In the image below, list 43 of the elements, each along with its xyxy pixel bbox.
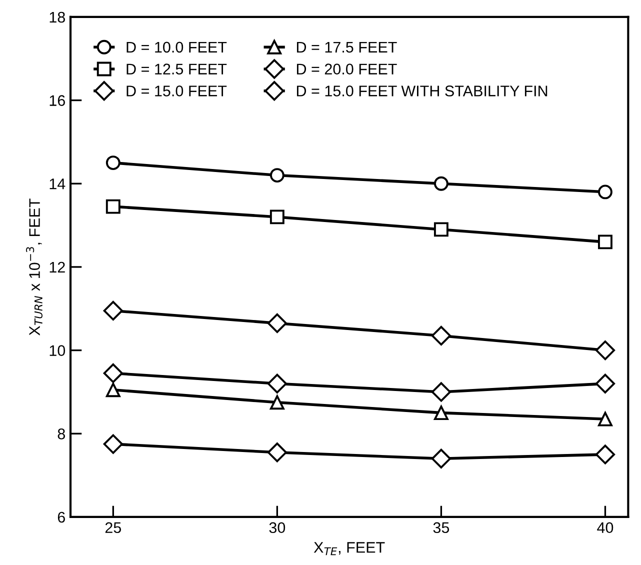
legend-label: D = 10.0 FEET — [126, 42, 227, 53]
point — [270, 210, 284, 224]
point — [103, 434, 123, 454]
point — [267, 374, 287, 394]
y-tick-label: 10 — [50, 345, 66, 356]
y-tick-label: 18 — [50, 12, 65, 23]
point — [106, 156, 120, 170]
point — [431, 382, 452, 402]
x-axis-title: X$_{TE}$, FEET — [314, 542, 385, 556]
x-tick-label: 35 — [433, 522, 450, 534]
y-axis-title: X$_{TURN}$ x 10$^{−3}$, FEET — [26, 198, 42, 336]
point — [598, 184, 612, 200]
y-tick-label: 8 — [58, 428, 65, 440]
legend-label: D = 12.5 FEET — [126, 64, 227, 74]
point — [270, 168, 284, 183]
point — [106, 199, 120, 214]
point — [267, 313, 287, 334]
y-tick-label: 14 — [50, 178, 66, 190]
point — [595, 444, 616, 464]
x-tick-label: 25 — [105, 522, 122, 534]
x-tick-label: 30 — [269, 522, 286, 534]
point — [431, 326, 452, 346]
legend-label: D = 17.5 FEET — [296, 42, 397, 53]
point — [431, 448, 452, 468]
y-tick-label: 12 — [50, 262, 65, 272]
point — [434, 406, 448, 420]
point — [595, 374, 616, 394]
legend-label: D = 15.0 FEET — [126, 86, 227, 96]
point — [434, 176, 448, 191]
point — [106, 382, 120, 398]
point — [103, 300, 123, 321]
point — [267, 442, 287, 462]
point — [103, 363, 123, 384]
point — [595, 340, 616, 360]
point — [270, 395, 284, 410]
point — [598, 412, 612, 426]
point — [598, 234, 612, 250]
point — [434, 222, 448, 237]
legend-label: D = 15.0 FEET WITH STABILITY FIN — [296, 86, 548, 96]
x-tick-label: 40 — [597, 522, 614, 534]
y-tick-label: 16 — [50, 95, 65, 106]
legend-label: D = 20.0 FEET — [296, 64, 397, 74]
y-tick-label: 6 — [58, 512, 65, 523]
